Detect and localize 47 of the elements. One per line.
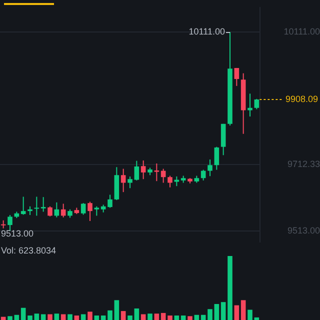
bar xyxy=(134,308,140,320)
bar xyxy=(154,314,160,320)
candlestick xyxy=(154,163,160,182)
bar xyxy=(74,316,80,320)
bar xyxy=(120,311,126,320)
bar xyxy=(160,312,166,320)
candlestick xyxy=(34,196,40,216)
bar xyxy=(60,314,66,320)
bar xyxy=(128,316,132,320)
bar xyxy=(100,316,106,320)
bar xyxy=(114,300,120,320)
bar xyxy=(94,316,100,320)
bar xyxy=(220,302,226,320)
bar xyxy=(188,316,192,320)
bar xyxy=(248,310,252,320)
bar xyxy=(48,314,52,320)
bar xyxy=(228,256,232,320)
bar xyxy=(208,309,212,320)
bar xyxy=(108,310,112,320)
bar xyxy=(8,316,12,320)
bar xyxy=(180,316,186,320)
bar xyxy=(40,314,46,320)
bar xyxy=(54,314,60,320)
bar xyxy=(140,314,146,320)
y-tick-label: 10111.00 xyxy=(284,26,320,37)
text: Vol: 623.8034 xyxy=(1,245,56,256)
annotation: 10111.00 xyxy=(188,26,225,37)
bar xyxy=(214,304,220,320)
bar xyxy=(28,316,32,320)
y-tick-label: 9712.33 xyxy=(287,159,320,170)
ref-line-label: 9908.09 xyxy=(285,94,318,104)
bar xyxy=(14,314,20,320)
bar xyxy=(168,316,172,320)
bar xyxy=(20,308,26,320)
bar xyxy=(88,312,92,320)
bar xyxy=(234,305,240,320)
annotation: 9513.00 xyxy=(1,228,34,239)
bar xyxy=(68,314,72,320)
bar xyxy=(240,300,246,320)
y-tick-label: 9513.00 xyxy=(287,226,320,236)
bar xyxy=(194,314,200,320)
bar xyxy=(34,314,40,320)
bar xyxy=(80,314,86,320)
bar xyxy=(174,316,180,320)
bar xyxy=(148,314,152,320)
bar xyxy=(200,314,206,320)
bar xyxy=(254,317,260,320)
